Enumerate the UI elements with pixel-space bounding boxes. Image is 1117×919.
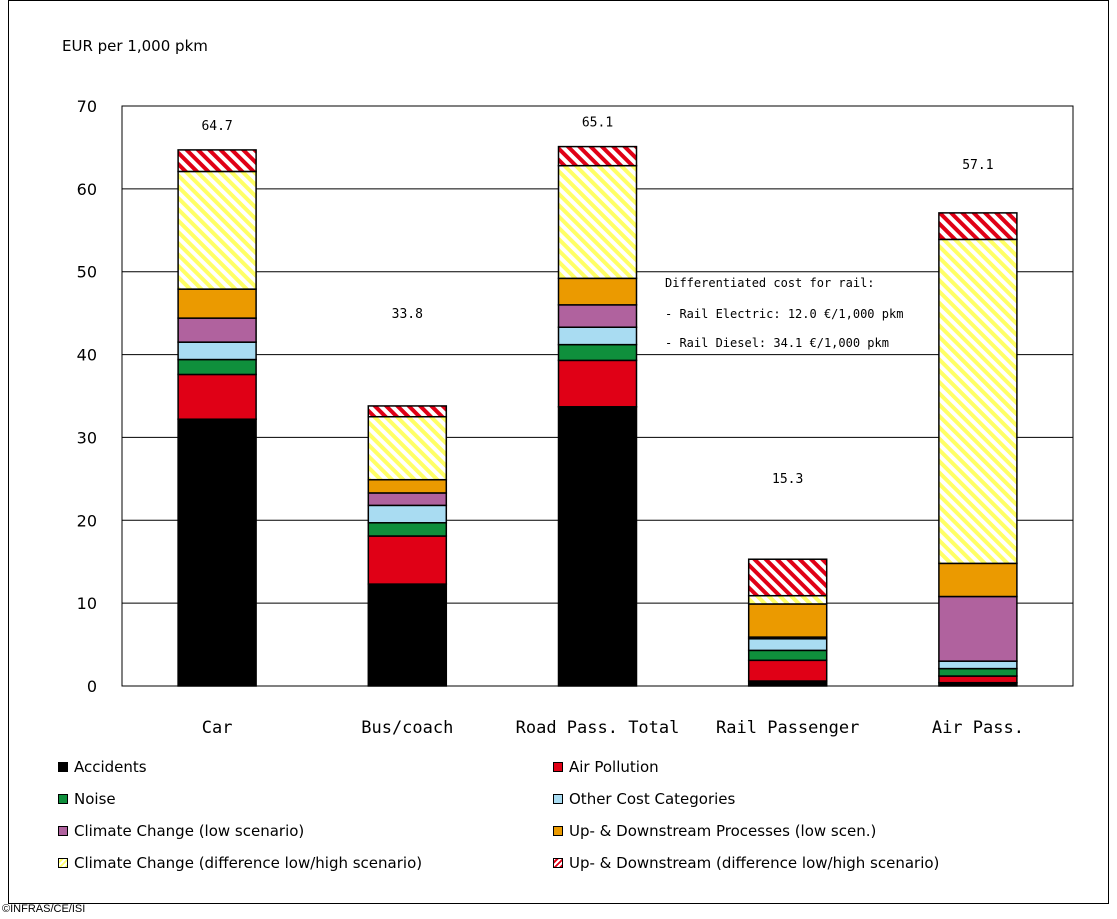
- y-tick-label: 40: [77, 346, 97, 365]
- copyright-notice: ©INFRAS/CE/ISI: [2, 903, 86, 915]
- bar-segment: [747, 558, 828, 597]
- bar-segment: [938, 595, 1018, 662]
- x-category-label: Car: [202, 718, 233, 738]
- bar-total-label: 64.7: [201, 119, 232, 134]
- bar-segment: [747, 638, 828, 652]
- y-tick-label: 20: [77, 511, 97, 530]
- bar-segment: [557, 359, 638, 408]
- legend-item: Air Pollution: [553, 758, 659, 776]
- bar-segment: [367, 478, 448, 494]
- bar-segment: [177, 358, 257, 376]
- bar-segment: [557, 343, 638, 362]
- legend-swatch: [58, 858, 68, 868]
- bar-segment: [177, 317, 257, 343]
- bar-segment: [177, 149, 257, 173]
- legend-swatch: [58, 762, 68, 772]
- bar-segment: [747, 603, 828, 638]
- legend-swatch: [553, 858, 563, 868]
- legend-swatch: [58, 826, 68, 836]
- legend-item: Climate Change (low scenario): [58, 822, 304, 840]
- legend-swatch: [553, 826, 563, 836]
- y-axis-label: EUR per 1,000 pkm: [62, 37, 208, 55]
- bar-segment: [557, 304, 638, 328]
- bar-segment: [367, 583, 448, 687]
- bar-total-label: 15.3: [772, 472, 803, 487]
- legend-item: Climate Change (difference low/high scen…: [58, 854, 422, 872]
- rail-cost-annotation: Differentiated cost for rail: - Rail Ele…: [665, 276, 903, 350]
- legend-label: Up- & Downstream (difference low/high sc…: [569, 854, 940, 872]
- bar-segment: [177, 170, 257, 290]
- bar-segment: [557, 145, 638, 167]
- legend-swatch: [553, 794, 563, 804]
- bar-segment: [557, 406, 638, 687]
- bar-segment: [177, 373, 257, 420]
- legend-label: Other Cost Categories: [569, 790, 736, 808]
- y-tick-label: 60: [77, 180, 97, 199]
- legend-item: Noise: [58, 790, 116, 808]
- bar-segment: [367, 522, 448, 537]
- legend-item: Up- & Downstream Processes (low scen.): [553, 822, 876, 840]
- legend-label: Accidents: [74, 758, 147, 776]
- bar-total-label: 57.1: [962, 158, 993, 173]
- bar-segment: [177, 341, 257, 361]
- y-tick-label: 70: [77, 97, 97, 116]
- bar-total-label: 65.1: [582, 116, 613, 131]
- y-tick-label: 50: [77, 263, 97, 282]
- legend-label: Air Pollution: [569, 758, 659, 776]
- bar-segment: [938, 675, 1018, 684]
- legend-label: Climate Change (low scenario): [74, 822, 305, 840]
- bar-segment: [367, 535, 448, 585]
- x-category-label: Rail Passenger: [716, 718, 859, 738]
- legend-item: Up- & Downstream (difference low/high sc…: [553, 854, 939, 872]
- bar-segment: [557, 277, 638, 306]
- legend-label: Up- & Downstream Processes (low scen.): [569, 822, 877, 840]
- bar-segment: [938, 660, 1018, 670]
- bar-segment: [367, 415, 448, 481]
- bar-segment: [747, 594, 828, 605]
- bar-segment: [177, 288, 257, 319]
- x-category-label: Bus/coach: [361, 718, 453, 738]
- x-category-label: Air Pass.: [932, 718, 1024, 738]
- x-category-label: Road Pass. Total: [516, 718, 680, 738]
- bar-segment: [938, 212, 1018, 241]
- bar-segment: [557, 164, 638, 280]
- bar-segment: [367, 492, 448, 507]
- y-tick-label: 0: [87, 677, 97, 696]
- bar-total-label: 33.8: [392, 307, 423, 322]
- bar-segment: [557, 326, 638, 346]
- legend-label: Climate Change (difference low/high scen…: [74, 854, 423, 872]
- legend-label: Noise: [74, 790, 116, 808]
- y-tick-label: 10: [77, 594, 97, 613]
- annotation-title: Differentiated cost for rail:: [665, 276, 875, 290]
- annotation-rail-electric: - Rail Electric: 12.0 €/1,000 pkm: [665, 307, 903, 321]
- legend-item: Accidents: [58, 758, 147, 776]
- bar-segment: [177, 418, 257, 687]
- legend-item: Other Cost Categories: [553, 790, 735, 808]
- bar-segment: [938, 667, 1018, 677]
- bar-segment: [747, 649, 828, 662]
- legend-swatch: [58, 794, 68, 804]
- bar-segment: [938, 238, 1018, 565]
- bar-segment: [367, 504, 448, 524]
- legend-swatch: [553, 762, 563, 772]
- bar-segment: [367, 405, 448, 418]
- bar-segment: [747, 659, 828, 682]
- bar-segment: [938, 562, 1018, 598]
- annotation-rail-diesel: - Rail Diesel: 34.1 €/1,000 pkm: [665, 336, 889, 350]
- y-tick-label: 30: [77, 428, 97, 447]
